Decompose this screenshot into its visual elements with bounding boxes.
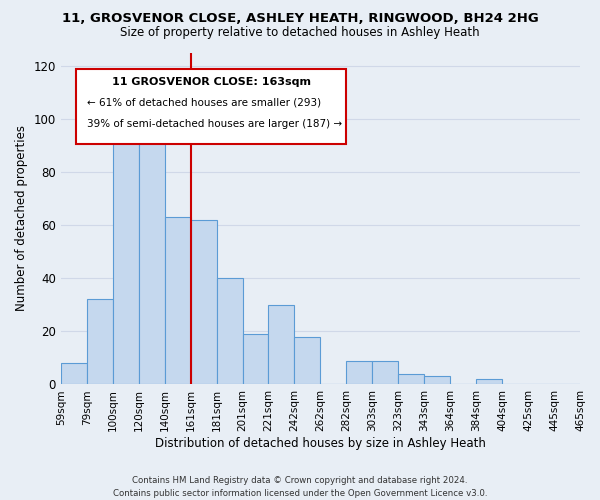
Text: 11 GROSVENOR CLOSE: 163sqm: 11 GROSVENOR CLOSE: 163sqm	[112, 78, 311, 88]
Bar	[164, 217, 191, 384]
Text: 11, GROSVENOR CLOSE, ASHLEY HEATH, RINGWOOD, BH24 2HG: 11, GROSVENOR CLOSE, ASHLEY HEATH, RINGW…	[62, 12, 538, 26]
FancyBboxPatch shape	[76, 69, 346, 144]
Text: 39% of semi-detached houses are larger (187) →: 39% of semi-detached houses are larger (…	[87, 119, 342, 129]
Bar	[113, 132, 139, 384]
Bar	[61, 363, 87, 384]
Bar	[476, 379, 502, 384]
Text: ← 61% of detached houses are smaller (293): ← 61% of detached houses are smaller (29…	[87, 98, 321, 108]
Bar	[373, 360, 398, 384]
Bar	[295, 336, 320, 384]
Bar	[139, 135, 164, 384]
Bar	[398, 374, 424, 384]
Bar	[242, 334, 268, 384]
Bar	[268, 305, 295, 384]
Bar	[346, 360, 373, 384]
Text: Contains HM Land Registry data © Crown copyright and database right 2024.
Contai: Contains HM Land Registry data © Crown c…	[113, 476, 487, 498]
Bar	[87, 300, 113, 384]
Bar	[217, 278, 242, 384]
Text: Size of property relative to detached houses in Ashley Heath: Size of property relative to detached ho…	[120, 26, 480, 39]
Y-axis label: Number of detached properties: Number of detached properties	[15, 126, 28, 312]
X-axis label: Distribution of detached houses by size in Ashley Heath: Distribution of detached houses by size …	[155, 437, 486, 450]
Bar	[191, 220, 217, 384]
Bar	[424, 376, 450, 384]
